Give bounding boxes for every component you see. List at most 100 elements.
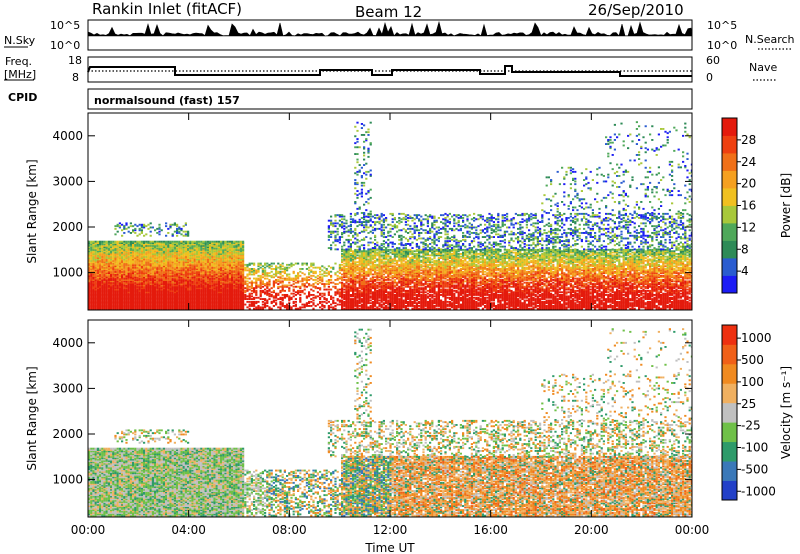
data-cell bbox=[211, 250, 214, 253]
data-cell bbox=[173, 280, 176, 283]
data-cell bbox=[319, 292, 322, 295]
data-cell bbox=[107, 277, 110, 280]
data-cell bbox=[217, 303, 220, 306]
data-cell bbox=[215, 251, 218, 254]
data-cell bbox=[193, 246, 196, 249]
data-cell bbox=[228, 288, 231, 291]
data-cell bbox=[129, 263, 132, 266]
data-cell bbox=[147, 274, 150, 277]
data-cell bbox=[121, 259, 124, 262]
data-cell bbox=[162, 258, 165, 261]
data-cell bbox=[325, 269, 328, 272]
data-cell bbox=[360, 274, 363, 277]
data-cell bbox=[173, 296, 176, 299]
data-cell bbox=[160, 285, 163, 288]
data-cell bbox=[233, 277, 236, 280]
data-cell bbox=[178, 287, 181, 290]
data-cell bbox=[264, 288, 267, 291]
data-cell bbox=[341, 263, 344, 266]
data-cell bbox=[182, 268, 185, 270]
data-cell bbox=[356, 234, 359, 237]
data-cell bbox=[103, 295, 106, 298]
data-cell bbox=[165, 276, 168, 279]
data-cell bbox=[347, 258, 350, 261]
data-cell bbox=[162, 257, 165, 259]
data-cell bbox=[314, 281, 317, 284]
data-cell bbox=[189, 280, 192, 283]
data-cell bbox=[233, 250, 236, 253]
data-cell bbox=[228, 246, 231, 249]
data-cell bbox=[259, 281, 262, 284]
data-cell bbox=[156, 281, 159, 284]
data-cell bbox=[145, 284, 148, 287]
data-cell bbox=[220, 269, 223, 272]
data-cell bbox=[88, 285, 91, 288]
data-cell bbox=[363, 287, 366, 290]
data-cell bbox=[180, 287, 183, 290]
data-cell bbox=[343, 244, 346, 247]
data-cell bbox=[165, 303, 168, 306]
data-cell bbox=[195, 257, 198, 259]
data-cell bbox=[308, 279, 311, 281]
data-cell bbox=[354, 179, 357, 181]
data-cell bbox=[94, 292, 97, 295]
data-cell bbox=[233, 300, 236, 303]
data-cell bbox=[202, 300, 205, 303]
data-cell bbox=[237, 254, 240, 257]
data-cell bbox=[114, 303, 117, 306]
data-cell bbox=[257, 277, 260, 280]
data-cell bbox=[352, 281, 355, 284]
data-cell bbox=[356, 250, 359, 253]
data-cell bbox=[88, 287, 91, 290]
data-cell bbox=[338, 295, 341, 298]
data-cell bbox=[193, 257, 196, 259]
data-cell bbox=[92, 261, 95, 264]
data-cell bbox=[354, 296, 357, 299]
data-cell bbox=[189, 265, 192, 268]
data-cell bbox=[356, 288, 359, 291]
data-cell bbox=[101, 272, 104, 275]
data-cell bbox=[239, 262, 242, 265]
freq-unit-label: [MHz] bbox=[4, 68, 36, 81]
data-cell bbox=[195, 302, 198, 305]
data-cell bbox=[169, 240, 172, 243]
data-cell bbox=[105, 268, 108, 270]
data-cell bbox=[154, 288, 157, 291]
data-cell bbox=[268, 288, 271, 291]
data-cell bbox=[101, 258, 104, 261]
data-cell bbox=[110, 296, 113, 299]
data-cell bbox=[354, 125, 357, 128]
data-cell bbox=[121, 266, 124, 269]
data-cell bbox=[103, 299, 106, 302]
data-cell bbox=[235, 294, 238, 296]
data-cell bbox=[173, 300, 176, 303]
data-cell bbox=[233, 303, 236, 306]
data-cell bbox=[143, 250, 146, 253]
data-cell bbox=[88, 270, 91, 273]
data-cell bbox=[204, 272, 207, 275]
data-cell bbox=[215, 280, 218, 283]
data-cell bbox=[178, 298, 181, 300]
data-cell bbox=[202, 302, 205, 305]
data-cell bbox=[266, 283, 269, 285]
data-cell bbox=[343, 291, 346, 294]
data-cell bbox=[352, 262, 355, 265]
data-cell bbox=[281, 303, 284, 306]
data-cell bbox=[231, 299, 234, 302]
data-cell bbox=[138, 292, 141, 295]
data-cell bbox=[213, 302, 216, 305]
nsky-tick-bottom: 10^0 bbox=[50, 39, 80, 52]
data-cell bbox=[125, 295, 128, 298]
data-cell bbox=[217, 306, 220, 309]
data-cell bbox=[145, 285, 148, 288]
data-cell bbox=[136, 300, 139, 303]
data-cell bbox=[136, 289, 139, 292]
data-cell bbox=[143, 300, 146, 303]
data-cell bbox=[286, 277, 289, 280]
data-cell bbox=[191, 268, 194, 270]
data-cell bbox=[189, 268, 192, 270]
data-cell bbox=[92, 281, 95, 284]
data-cell bbox=[99, 277, 102, 280]
data-cell bbox=[156, 280, 159, 283]
data-cell bbox=[215, 243, 218, 246]
